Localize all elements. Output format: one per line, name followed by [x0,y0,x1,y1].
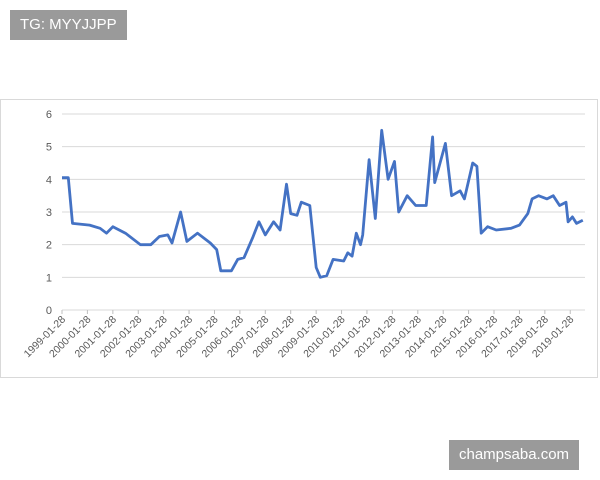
y-tick-label: 5 [46,142,52,154]
watermark: TG: MYYJJPP [10,10,127,40]
watermark: champsaba.com [449,440,580,470]
y-tick-label: 0 [46,305,52,317]
chart: 01234561999-01-282000-01-282001-01-28200… [0,99,598,378]
data-line [62,128,584,279]
y-tick-label: 3 [46,207,52,219]
y-tick-label: 4 [46,174,52,186]
y-tick-label: 1 [46,272,52,284]
y-tick-label: 6 [46,109,52,121]
chart-frame [0,99,598,378]
y-tick-label: 2 [46,240,52,252]
